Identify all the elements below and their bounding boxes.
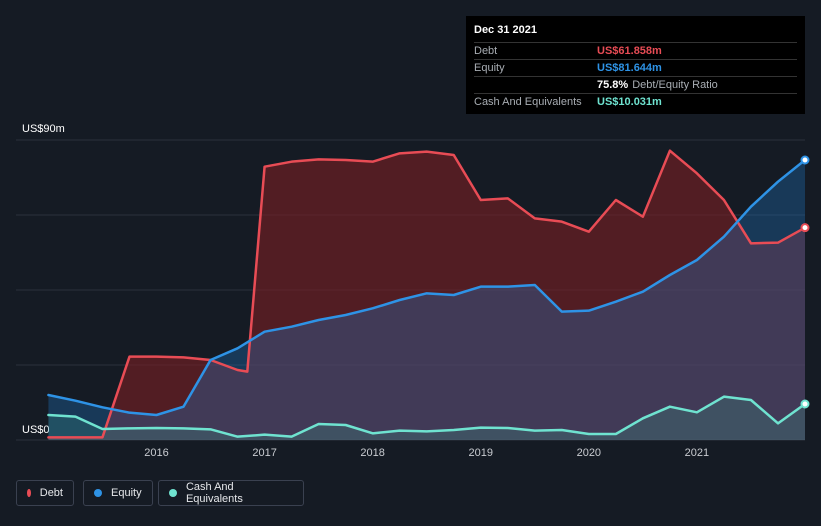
x-tick-label: 2021	[685, 447, 709, 459]
x-tick-label: 2016	[144, 447, 168, 459]
tooltip-date: Dec 31 2021	[474, 24, 537, 36]
legend-label: Cash And Equivalents	[185, 481, 243, 505]
equity-dot-icon	[94, 489, 102, 497]
x-tick-label: 2017	[252, 447, 276, 459]
tooltip-label: Equity	[474, 62, 505, 74]
tooltip-row-ratio: 75.8% Debt/Equity Ratio	[474, 76, 797, 93]
tooltip-label: Debt	[474, 45, 498, 57]
tooltip-value-ratio: 75.8%	[597, 79, 629, 91]
debt-area	[48, 150, 805, 440]
y-tick-label-max: US$90m	[22, 123, 65, 135]
equity-end-marker	[800, 155, 810, 165]
tooltip-row-equity: Equity US$81.644m	[474, 59, 797, 76]
legend-item-debt[interactable]: Debt	[16, 480, 74, 506]
debt-line	[47, 149, 807, 439]
tooltip-row-debt: Debt US$61.858m	[474, 42, 797, 59]
cash-and-equivalents-line	[47, 395, 807, 438]
tooltip-panel: Dec 31 2021 Debt US$61.858m Equity US$81…	[466, 16, 805, 114]
tooltip-label: Cash And Equivalents	[474, 96, 582, 108]
tooltip-row-cash: Cash And Equivalents US$10.031m	[474, 93, 797, 110]
x-tick-label: 2018	[360, 447, 384, 459]
legend-item-equity[interactable]: Equity	[83, 480, 153, 506]
cash-and-equivalents-end-marker	[800, 399, 810, 409]
equity-line	[47, 158, 807, 417]
legend-item-cash[interactable]: Cash And Equivalents	[158, 480, 304, 506]
legend-label: Debt	[39, 487, 63, 499]
tooltip-value-cash: US$10.031m	[597, 96, 662, 108]
y-tick-label-min: US$0	[22, 424, 50, 436]
x-tick-label: 2020	[577, 447, 601, 459]
legend-label: Equity	[111, 487, 142, 499]
debt-end-marker	[800, 223, 810, 233]
cash-dot-icon	[169, 489, 177, 497]
tooltip-ratio-label: Debt/Equity Ratio	[632, 79, 718, 91]
debt-dot-icon	[27, 489, 31, 497]
tooltip-value-equity: US$81.644m	[597, 62, 662, 74]
tooltip-value-debt: US$61.858m	[597, 45, 662, 57]
x-tick-label: 2019	[469, 447, 493, 459]
